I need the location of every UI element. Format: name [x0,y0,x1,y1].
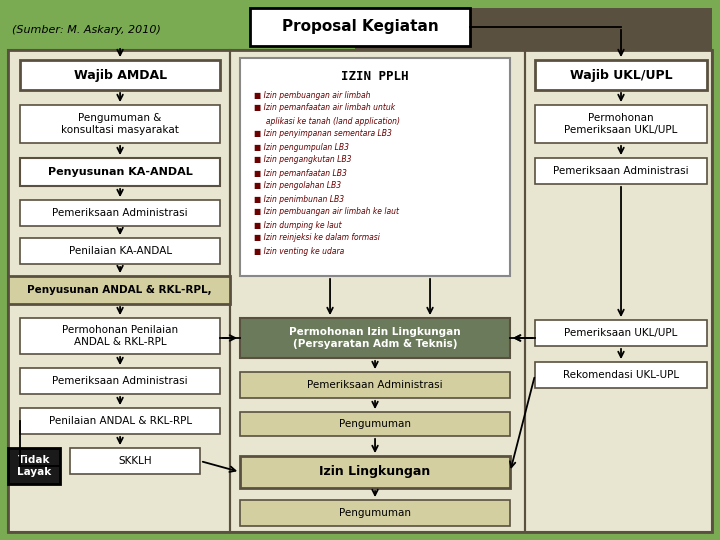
Text: ■ Izin pemanfaatan LB3: ■ Izin pemanfaatan LB3 [254,168,347,178]
Text: ■ Izin pembuangan air limbah: ■ Izin pembuangan air limbah [254,91,371,99]
Text: SKKLH: SKKLH [118,456,152,466]
FancyBboxPatch shape [535,362,707,388]
Text: Wajib UKL/UPL: Wajib UKL/UPL [570,69,672,82]
FancyBboxPatch shape [8,448,60,484]
FancyBboxPatch shape [240,318,510,358]
FancyBboxPatch shape [20,158,220,186]
FancyBboxPatch shape [355,8,712,50]
Text: Penilaian ANDAL & RKL-RPL: Penilaian ANDAL & RKL-RPL [48,416,192,426]
Text: ■ Izin pengumpulan LB3: ■ Izin pengumpulan LB3 [254,143,349,152]
Text: aplikasi ke tanah (land application): aplikasi ke tanah (land application) [254,117,400,125]
Text: ■ Izin pengolahan LB3: ■ Izin pengolahan LB3 [254,181,341,191]
Text: Penyusunan KA-ANDAL: Penyusunan KA-ANDAL [48,167,192,177]
FancyBboxPatch shape [8,50,712,532]
Text: Pemeriksaan Administrasi: Pemeriksaan Administrasi [53,208,188,218]
FancyBboxPatch shape [535,320,707,346]
Text: Rekomendasi UKL-UPL: Rekomendasi UKL-UPL [563,370,679,380]
Text: Penyusunan ANDAL & RKL-RPL,: Penyusunan ANDAL & RKL-RPL, [27,285,212,295]
Text: Pemeriksaan UKL/UPL: Pemeriksaan UKL/UPL [564,328,678,338]
FancyBboxPatch shape [250,8,470,46]
Text: ■ Izin pemanfaatan air limbah untuk: ■ Izin pemanfaatan air limbah untuk [254,104,395,112]
FancyBboxPatch shape [20,105,220,143]
FancyBboxPatch shape [20,200,220,226]
FancyBboxPatch shape [20,318,220,354]
Text: Pemeriksaan Administrasi: Pemeriksaan Administrasi [553,166,689,176]
Text: ■ Izin penyimpanan sementara LB3: ■ Izin penyimpanan sementara LB3 [254,130,392,138]
Text: ■ Izin reinjeksi ke dalam formasi: ■ Izin reinjeksi ke dalam formasi [254,233,380,242]
Text: Permohonan Izin Lingkungan
(Persyaratan Adm & Teknis): Permohonan Izin Lingkungan (Persyaratan … [289,327,461,349]
Text: ■ Izin pembuangan air limbah ke laut: ■ Izin pembuangan air limbah ke laut [254,207,399,217]
FancyBboxPatch shape [20,238,220,264]
Text: Pemeriksaan Administrasi: Pemeriksaan Administrasi [53,376,188,386]
Text: Pengumuman: Pengumuman [339,419,411,429]
FancyBboxPatch shape [240,58,510,276]
Text: Wajib AMDAL: Wajib AMDAL [73,69,166,82]
Text: IZIN PPLH: IZIN PPLH [341,70,409,83]
Text: Pengumuman &
konsultasi masyarakat: Pengumuman & konsultasi masyarakat [61,113,179,135]
FancyBboxPatch shape [20,368,220,394]
FancyBboxPatch shape [240,412,510,436]
FancyBboxPatch shape [8,276,230,304]
Text: Pemeriksaan Administrasi: Pemeriksaan Administrasi [307,380,443,390]
Text: (Sumber: M. Askary, 2010): (Sumber: M. Askary, 2010) [12,25,161,35]
FancyBboxPatch shape [240,372,510,398]
FancyBboxPatch shape [535,60,707,90]
FancyBboxPatch shape [70,448,200,474]
Text: ■ Izin pengangkutan LB3: ■ Izin pengangkutan LB3 [254,156,351,165]
Text: ■ Izin dumping ke laut: ■ Izin dumping ke laut [254,220,342,230]
Text: Tidak
Layak: Tidak Layak [17,455,51,477]
Text: Permohonan
Pemeriksaan UKL/UPL: Permohonan Pemeriksaan UKL/UPL [564,113,678,135]
FancyBboxPatch shape [535,158,707,184]
Text: Izin Lingkungan: Izin Lingkungan [320,465,431,478]
Text: ■ Izin penimbunan LB3: ■ Izin penimbunan LB3 [254,194,344,204]
FancyBboxPatch shape [240,456,510,488]
Text: ■ Izin venting ke udara: ■ Izin venting ke udara [254,246,344,255]
Text: Permohonan Penilaian
ANDAL & RKL-RPL: Permohonan Penilaian ANDAL & RKL-RPL [62,325,178,347]
Text: Pengumuman: Pengumuman [339,508,411,518]
FancyBboxPatch shape [535,105,707,143]
FancyBboxPatch shape [20,408,220,434]
FancyBboxPatch shape [20,60,220,90]
Text: Penilaian KA-ANDAL: Penilaian KA-ANDAL [68,246,171,256]
FancyBboxPatch shape [240,500,510,526]
Text: Proposal Kegiatan: Proposal Kegiatan [282,19,438,35]
